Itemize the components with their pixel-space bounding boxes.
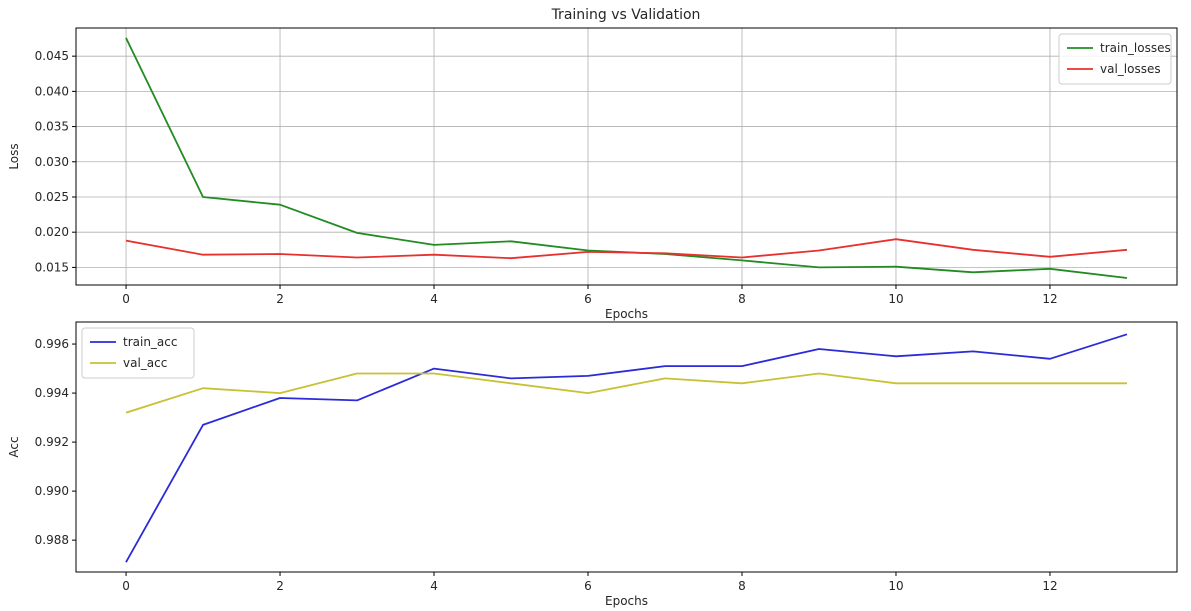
x-tick-label: 2 (276, 579, 284, 593)
x-tick-label: 6 (584, 579, 592, 593)
y-tick-label: 0.030 (35, 155, 69, 169)
loss-chart: 0 2 4 6 8 10 12 0.015 0.020 0.025 0.030 0.035 0.040 0… (7, 27, 1178, 321)
y-tick-label: 0.015 (35, 260, 69, 274)
y-tick-label: 0.035 (35, 120, 69, 134)
x-tick-label: 4 (430, 292, 438, 306)
series-line-train_acc (125, 333, 1128, 563)
x-tick-label: 8 (738, 579, 746, 593)
x-tick-label: 8 (738, 292, 746, 306)
y-tick-label: 0.040 (35, 84, 69, 98)
x-axis-label: Epochs (605, 594, 648, 608)
x-tick-label: 10 (888, 579, 903, 593)
series-line-val_losses (125, 238, 1128, 260)
y-tick-label: 0.020 (35, 225, 69, 239)
x-tick-label: 4 (430, 579, 438, 593)
x-tick-label: 2 (276, 292, 284, 306)
x-tick-label: 0 (122, 292, 130, 306)
legend-box (81, 327, 195, 379)
x-tick-label: 6 (584, 292, 592, 306)
y-tick-label: 0.988 (35, 533, 69, 547)
x-tick-label: 0 (122, 579, 130, 593)
legend-label-train_losses: train_losses (1100, 41, 1171, 55)
y-axis-label: Acc (7, 436, 21, 457)
axes-frame (75, 27, 1178, 286)
series-line-train_losses (125, 37, 1128, 279)
legend-label-train_acc: train_acc (123, 335, 177, 349)
y-tick-label: 0.994 (35, 386, 69, 400)
legend-box (1058, 33, 1172, 85)
y-tick-label: 0.025 (35, 190, 69, 204)
series-line-val_acc (125, 372, 1127, 414)
accuracy-chart: 0 2 4 6 8 10 12 0.988 0.990 0.992 0.994 0.996 Epochs… (7, 321, 1178, 608)
x-tick-label: 12 (1042, 579, 1057, 593)
legend-label-val_acc: val_acc (123, 356, 167, 370)
y-tick-label: 0.992 (35, 435, 69, 449)
figure-title: Training vs Validation (551, 7, 701, 23)
x-tick-label: 10 (888, 292, 903, 306)
axes-frame (75, 321, 1178, 573)
y-axis-label: Loss (7, 143, 21, 169)
legend-label-val_losses: val_losses (1100, 62, 1161, 76)
y-tick-label: 0.045 (35, 49, 69, 63)
y-tick-label: 0.996 (35, 337, 69, 351)
x-tick-label: 12 (1042, 292, 1057, 306)
y-tick-label: 0.990 (35, 484, 69, 498)
x-axis-label: Epochs (605, 307, 648, 321)
